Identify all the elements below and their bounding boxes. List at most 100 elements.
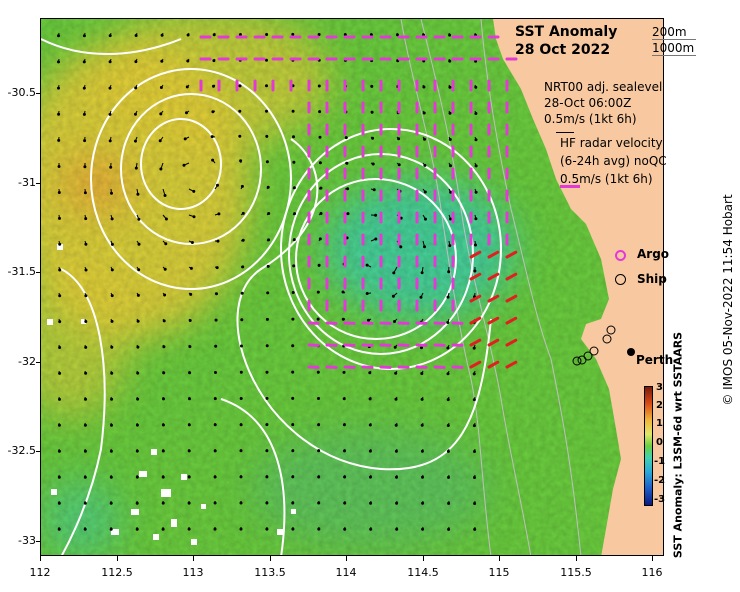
velocity-arrow-head — [424, 217, 427, 221]
velocity-arrow-head — [291, 449, 295, 453]
colorbar-tick: -2 — [654, 475, 666, 486]
credit-text: © IMOS 05-Nov-2022 11:54 Hobart — [721, 194, 735, 406]
velocity-arrow-head — [188, 345, 192, 349]
velocity-arrow-head — [164, 242, 168, 246]
velocity-arrow-head — [241, 265, 245, 269]
map-panel[interactable] — [40, 18, 664, 556]
velocity-arrow-head — [291, 317, 295, 321]
velocity-arrow-head — [265, 58, 268, 62]
velocity-arrow-head — [84, 268, 88, 272]
velocity-arrow-head — [317, 475, 321, 479]
velocity-arrow-head — [394, 397, 398, 401]
velocity-arrow-head — [215, 266, 219, 270]
velocity-arrow-head — [57, 501, 61, 505]
velocity-arrow-head — [82, 60, 86, 64]
depth-legend-200m: 200m — [652, 25, 687, 39]
velocity-arrow-head — [421, 475, 424, 479]
velocity-arrow-head — [292, 264, 296, 268]
velocity-arrow-head — [317, 84, 321, 88]
velocity-arrow-head — [189, 266, 193, 270]
velocity-arrow-head — [395, 501, 399, 505]
velocity-arrow-head — [342, 423, 346, 427]
velocity-arrow-head — [57, 449, 61, 453]
velocity-arrow-head — [188, 397, 191, 401]
sealevel-time: 28-Oct 06:00Z — [544, 96, 632, 110]
velocity-arrow-head — [213, 397, 217, 401]
velocity-arrow-head — [159, 86, 163, 89]
x-tick-label: 114.5 — [407, 566, 439, 579]
velocity-arrow-head — [83, 527, 87, 531]
velocity-arrow-head — [265, 501, 269, 505]
velocity-arrow-head — [291, 501, 295, 505]
land-mass — [493, 19, 663, 555]
y-tick-label: -32 — [18, 355, 36, 368]
velocity-arrow-head — [136, 345, 140, 349]
velocity-arrow-head — [238, 33, 242, 37]
velocity-arrow-head — [397, 137, 401, 141]
y-tick-mark — [36, 183, 41, 184]
velocity-arrow-head — [108, 34, 112, 38]
velocity-arrow-head — [365, 292, 369, 295]
velocity-arrow-head — [343, 475, 347, 479]
velocity-arrow-head — [346, 187, 350, 191]
velocity-arrow-head — [83, 423, 87, 427]
radar-arrow — [505, 294, 518, 303]
velocity-arrow-head — [317, 501, 321, 505]
velocity-arrow-head — [162, 319, 166, 323]
velocity-arrow-head — [187, 501, 191, 505]
velocity-arrow-head — [372, 188, 376, 192]
velocity-arrow-head — [84, 242, 88, 246]
velocity-arrow-head — [83, 501, 87, 505]
velocity-arrow-head — [368, 371, 372, 375]
y-tick-mark — [36, 362, 41, 363]
velocity-arrow-head — [213, 475, 217, 479]
velocity-arrow-head — [291, 32, 295, 36]
velocity-arrow-head — [474, 85, 478, 89]
velocity-arrow-head — [265, 33, 269, 36]
velocity-arrow-head — [214, 318, 218, 322]
colorbar-label: SST Anomaly: L3SM-6d wrt SSTAARS — [671, 331, 685, 559]
velocity-arrow-head — [187, 449, 191, 453]
velocity-arrow-head — [265, 84, 268, 88]
colorbar-tick: 3 — [656, 382, 663, 393]
velocity-arrow-head — [472, 372, 476, 376]
velocity-arrow-head — [58, 346, 62, 349]
perth-marker — [627, 348, 635, 356]
velocity-arrow-head — [58, 320, 62, 324]
velocity-arrow-head — [420, 372, 424, 375]
velocity-arrow-head — [420, 449, 424, 453]
x-tick-mark — [193, 556, 194, 561]
sealevel-velocity-arrows — [57, 32, 478, 531]
velocity-arrow-head — [57, 527, 61, 531]
velocity-arrow-head — [212, 84, 215, 88]
velocity-arrow-head — [239, 449, 243, 453]
velocity-arrow-head — [395, 475, 398, 479]
y-tick-mark — [36, 451, 41, 452]
velocity-arrow-head — [135, 527, 139, 531]
depth-legend-line — [652, 39, 696, 40]
velocity-arrow-head — [343, 527, 347, 531]
velocity-arrow-head — [213, 501, 217, 505]
velocity-arrow-head — [183, 137, 187, 141]
velocity-arrow-head — [214, 344, 218, 348]
velocity-arrow-head — [344, 136, 348, 140]
velocity-arrow-head — [317, 33, 321, 36]
velocity-arrow-head — [446, 295, 450, 299]
velocity-arrow-head — [108, 86, 112, 90]
velocity-arrow-head — [265, 396, 269, 400]
radar-arrow — [505, 316, 518, 325]
velocity-arrow-head — [473, 269, 477, 273]
velocity-arrow-head — [135, 449, 139, 453]
velocity-arrow-head — [83, 449, 87, 453]
velocity-arrow-head — [110, 371, 114, 375]
sealevel-label: NRT00 adj. sealevel — [544, 80, 663, 94]
velocity-arrow-head — [238, 109, 242, 113]
velocity-arrow-head — [473, 476, 476, 479]
velocity-arrow-head — [448, 59, 452, 63]
velocity-arrow-head — [317, 263, 321, 267]
velocity-arrow-head — [110, 319, 114, 323]
velocity-arrow-head — [240, 344, 243, 348]
velocity-arrow-head — [374, 213, 378, 217]
velocity-arrow-head — [134, 139, 137, 143]
hf-radar-scale: 0.5m/s (1kt 6h) — [560, 172, 653, 186]
